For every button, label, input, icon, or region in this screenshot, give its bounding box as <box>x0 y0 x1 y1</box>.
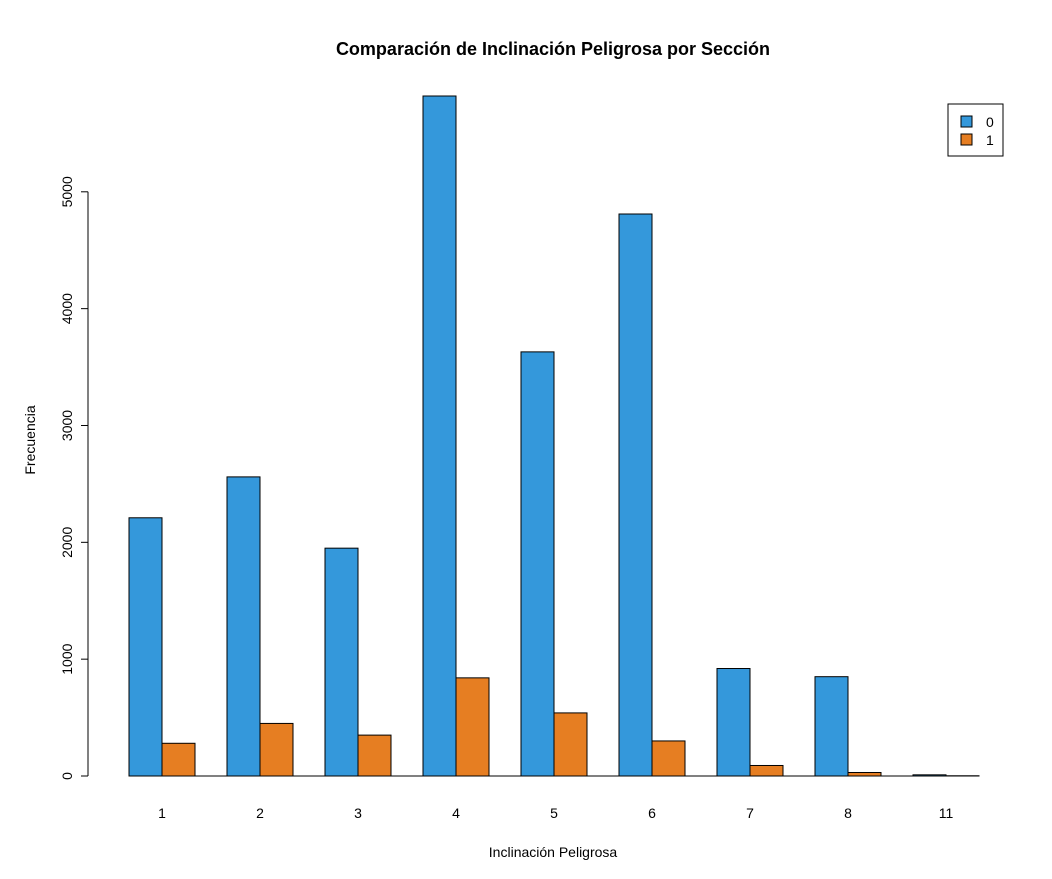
y-axis: 0 1000 2000 3000 4000 5000 <box>59 176 89 780</box>
chart-title: Comparación de Inclinación Peligrosa por… <box>336 39 770 59</box>
bar-6-series-1 <box>651 740 686 777</box>
bar-4-series-1 <box>455 677 490 777</box>
x-tick-label: 1 <box>158 805 166 821</box>
x-tick-label: 11 <box>939 805 954 821</box>
x-tick-label: 5 <box>550 805 558 821</box>
y-tick-label: 4000 <box>59 293 75 324</box>
legend-label-0: 0 <box>986 114 994 130</box>
plot-area <box>128 95 980 777</box>
y-tick-label: 2000 <box>59 527 75 558</box>
bar-2-series-0 <box>226 476 261 777</box>
y-tick-label: 1000 <box>59 643 75 674</box>
bars-group <box>128 95 980 777</box>
legend-swatch-1 <box>960 133 973 146</box>
x-tick-label: 3 <box>354 805 362 821</box>
x-axis-label: Inclinación Peligrosa <box>489 844 618 860</box>
y-tick-label: 0 <box>59 772 75 780</box>
bar-8-series-1 <box>847 771 882 777</box>
x-tick-label: 7 <box>746 805 754 821</box>
bar-7-series-0 <box>716 668 751 777</box>
bar-1-series-0 <box>128 517 163 777</box>
bar-7-series-1 <box>749 764 784 777</box>
bar-5-series-1 <box>553 712 588 777</box>
bar-4-series-0 <box>422 95 457 777</box>
x-tick-label: 2 <box>256 805 264 821</box>
x-tick-labels: 1 2 3 4 5 6 7 8 11 <box>158 805 953 821</box>
legend-swatch-0 <box>960 115 973 128</box>
bar-6-series-0 <box>618 213 653 777</box>
bar-2-series-1 <box>259 722 294 777</box>
bar-5-series-0 <box>520 351 555 777</box>
legend-box <box>947 103 1004 157</box>
x-tick-label: 4 <box>452 805 460 821</box>
y-ticks: 0 1000 2000 3000 4000 5000 <box>59 176 88 780</box>
bar-1-series-1 <box>161 742 196 777</box>
bar-3-series-0 <box>324 547 359 777</box>
y-tick-label: 3000 <box>59 410 75 441</box>
x-tick-label: 6 <box>648 805 656 821</box>
legend: 0 1 <box>947 103 1004 157</box>
x-tick-label: 8 <box>844 805 852 821</box>
bar-8-series-0 <box>814 676 849 777</box>
y-axis-label: Frecuencia <box>22 405 38 474</box>
legend-label-1: 1 <box>986 132 994 148</box>
y-tick-label: 5000 <box>59 176 75 207</box>
bar-3-series-1 <box>357 734 392 777</box>
